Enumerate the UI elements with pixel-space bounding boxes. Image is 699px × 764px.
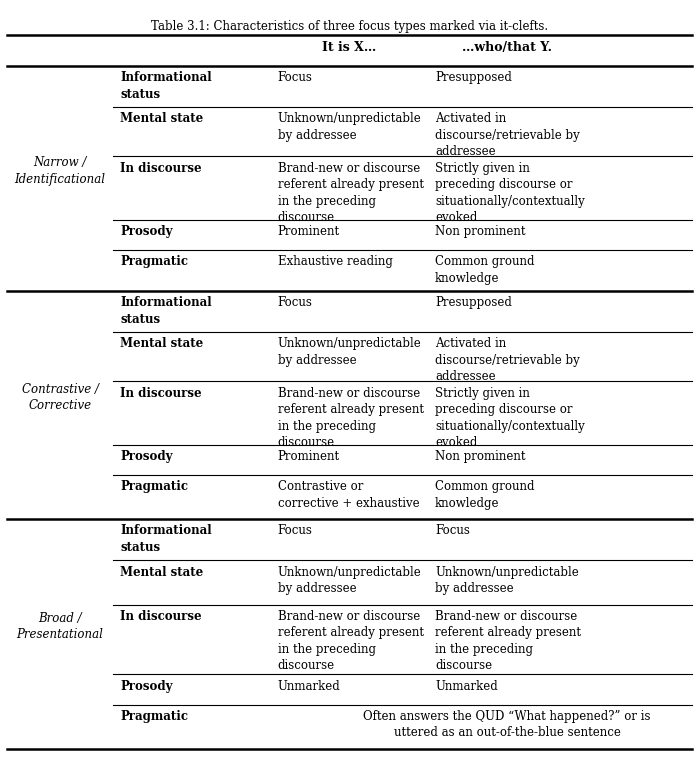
Text: Broad /
Presentational: Broad / Presentational xyxy=(17,612,103,641)
Text: Unknown/unpredictable
by addressee: Unknown/unpredictable by addressee xyxy=(278,112,421,142)
Text: Contrastive or
corrective + exhaustive: Contrastive or corrective + exhaustive xyxy=(278,480,419,510)
Text: Focus: Focus xyxy=(278,524,312,537)
Text: Unmarked: Unmarked xyxy=(435,680,498,693)
Text: Mental state: Mental state xyxy=(120,112,203,125)
Text: Pragmatic: Pragmatic xyxy=(120,480,188,493)
Text: Unknown/unpredictable
by addressee: Unknown/unpredictable by addressee xyxy=(278,338,421,367)
Text: Pragmatic: Pragmatic xyxy=(120,710,188,723)
Text: Presupposed: Presupposed xyxy=(435,296,512,309)
Text: Exhaustive reading: Exhaustive reading xyxy=(278,255,392,268)
Text: In discourse: In discourse xyxy=(120,387,201,400)
Text: Focus: Focus xyxy=(278,296,312,309)
Text: Non prominent: Non prominent xyxy=(435,225,526,238)
Text: Focus: Focus xyxy=(278,71,312,84)
Text: Pragmatic: Pragmatic xyxy=(120,255,188,268)
Text: Common ground
knowledge: Common ground knowledge xyxy=(435,255,535,284)
Text: Contrastive /
Corrective: Contrastive / Corrective xyxy=(22,383,99,413)
Text: Unknown/unpredictable
by addressee: Unknown/unpredictable by addressee xyxy=(435,565,579,595)
Text: …who/that Y.: …who/that Y. xyxy=(462,40,552,53)
Text: Activated in
discourse/retrievable by
addressee: Activated in discourse/retrievable by ad… xyxy=(435,112,580,158)
Text: Brand-new or discourse
referent already present
in the preceding
discourse: Brand-new or discourse referent already … xyxy=(278,610,424,672)
Text: Unknown/unpredictable
by addressee: Unknown/unpredictable by addressee xyxy=(278,565,421,595)
Text: Strictly given in
preceding discourse or
situationally/contextually
evoked: Strictly given in preceding discourse or… xyxy=(435,162,585,224)
Text: Informational
status: Informational status xyxy=(120,296,212,325)
Text: It is X…: It is X… xyxy=(322,40,377,53)
Text: Often answers the QUD “What happened?” or is
uttered as an out-of-the-blue sente: Often answers the QUD “What happened?” o… xyxy=(363,710,651,740)
Text: Brand-new or discourse
referent already present
in the preceding
discourse: Brand-new or discourse referent already … xyxy=(278,387,424,449)
Text: Table 3.1: Characteristics of three focus types marked via it-clefts.: Table 3.1: Characteristics of three focu… xyxy=(151,20,548,33)
Text: Presupposed: Presupposed xyxy=(435,71,512,84)
Text: In discourse: In discourse xyxy=(120,162,201,175)
Text: Prosody: Prosody xyxy=(120,225,173,238)
Text: Informational
status: Informational status xyxy=(120,71,212,101)
Text: Strictly given in
preceding discourse or
situationally/contextually
evoked: Strictly given in preceding discourse or… xyxy=(435,387,585,449)
Text: Prominent: Prominent xyxy=(278,225,340,238)
Text: Brand-new or discourse
referent already present
in the preceding
discourse: Brand-new or discourse referent already … xyxy=(278,162,424,224)
Text: Prominent: Prominent xyxy=(278,450,340,463)
Text: Prosody: Prosody xyxy=(120,450,173,463)
Text: Common ground
knowledge: Common ground knowledge xyxy=(435,480,535,510)
Text: Mental state: Mental state xyxy=(120,338,203,351)
Text: Brand-new or discourse
referent already present
in the preceding
discourse: Brand-new or discourse referent already … xyxy=(435,610,581,672)
Text: Informational
status: Informational status xyxy=(120,524,212,554)
Text: Mental state: Mental state xyxy=(120,565,203,578)
Text: Non prominent: Non prominent xyxy=(435,450,526,463)
Text: Prosody: Prosody xyxy=(120,680,173,693)
Text: Activated in
discourse/retrievable by
addressee: Activated in discourse/retrievable by ad… xyxy=(435,338,580,384)
Text: In discourse: In discourse xyxy=(120,610,201,623)
Text: Unmarked: Unmarked xyxy=(278,680,340,693)
Text: Focus: Focus xyxy=(435,524,470,537)
Text: Narrow /
Identificational: Narrow / Identificational xyxy=(15,157,106,186)
